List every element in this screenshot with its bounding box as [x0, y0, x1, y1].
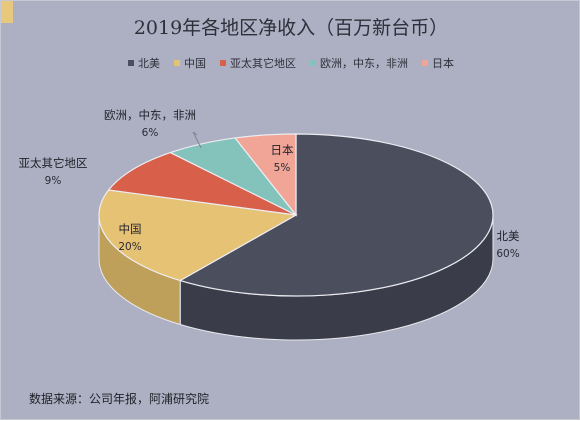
pie-slice-other-apac[interactable] [107, 151, 297, 216]
legend-swatch-north-america [128, 60, 134, 66]
data-label-name-china: 中国 [119, 222, 142, 236]
legend-item-north-america[interactable]: 北美 [128, 55, 160, 71]
data-label-name-other-apac: 亚太其它地区 [19, 156, 88, 170]
legend-item-other-apac[interactable]: 亚太其它地区 [220, 55, 296, 71]
leader-line-emea [192, 131, 202, 149]
legend-label-china: 中国 [184, 57, 206, 70]
legend-label-emea: 欧洲，中东，非洲 [320, 57, 408, 70]
legend-label-japan: 日本 [432, 57, 454, 70]
chart-title: 2019年各地区净收入（百万新台币） [133, 17, 449, 39]
pie-slice-japan[interactable] [233, 133, 297, 217]
legend-item-emea[interactable]: 欧洲，中东，非洲 [310, 55, 408, 71]
legend-swatch-other-apac [220, 60, 226, 66]
legend-item-japan[interactable]: 日本 [422, 55, 454, 71]
data-label-value-north-america: 60% [496, 248, 519, 260]
source-note: 数据来源：公司年报，阿浦研究院 [29, 392, 210, 406]
data-label-value-japan: 5% [274, 162, 291, 174]
pie-slice-north-america[interactable] [178, 133, 494, 297]
chart-legend: 北美 中国 亚太其它地区 欧洲，中东，非洲 日本 [1, 55, 580, 71]
legend-swatch-china [174, 60, 180, 66]
data-label-value-other-apac: 9% [45, 175, 62, 187]
pie-slice-china[interactable] [98, 189, 298, 282]
legend-swatch-japan [422, 60, 428, 66]
legend-item-china[interactable]: 中国 [174, 55, 206, 71]
legend-label-other-apac: 亚太其它地区 [230, 57, 296, 70]
data-label-name-north-america: 北美 [497, 229, 520, 243]
data-label-name-emea: 欧洲，中东，非洲 [104, 108, 196, 122]
data-label-value-emea: 6% [142, 127, 159, 139]
legend-swatch-emea [310, 60, 316, 66]
legend-label-north-america: 北美 [138, 57, 160, 70]
data-label-value-china: 20% [118, 241, 141, 253]
data-label-name-japan: 日本 [271, 143, 294, 157]
corner-tab [1, 1, 13, 23]
